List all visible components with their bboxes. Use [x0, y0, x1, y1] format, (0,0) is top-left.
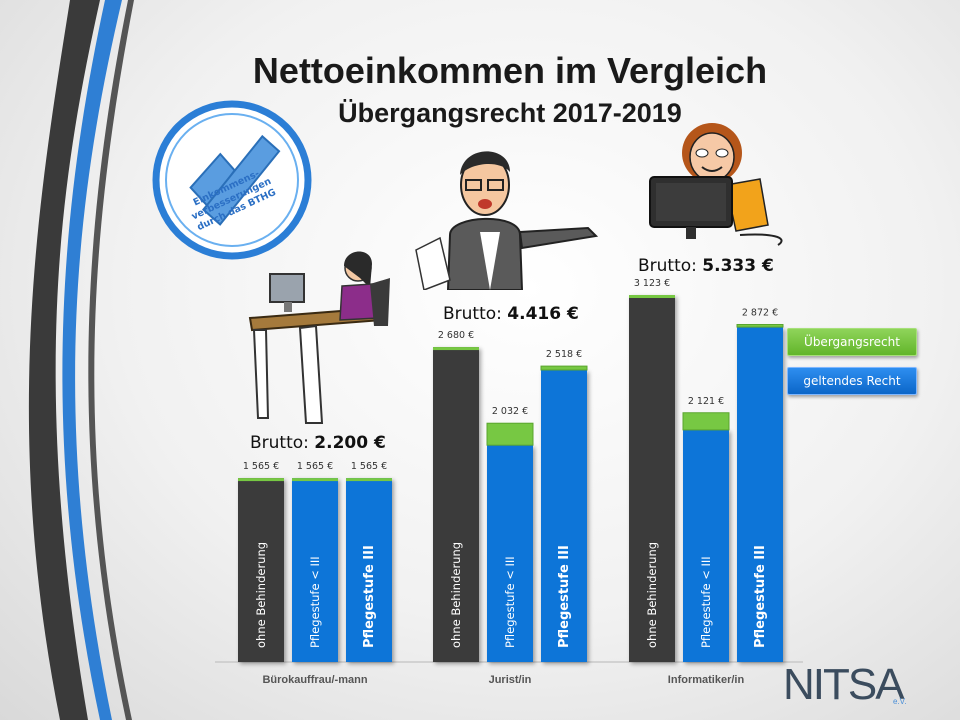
data-label: 2 872 € [742, 307, 778, 318]
decorative-swoosh [28, 0, 134, 720]
data-label: 1 565 € [243, 461, 279, 472]
category-label: Jurist/in [489, 674, 532, 686]
bar-transition-segment [736, 323, 784, 328]
check-badge-icon: Einkommens- verbesserungen durch das BTH… [152, 100, 312, 260]
bar-transition-segment [346, 478, 392, 482]
category-label: Informatiker/in [668, 674, 745, 686]
bar-label: Pflegestufe < III [308, 556, 322, 648]
bar-label: ohne Behinderung [449, 542, 463, 648]
bar-label: Pflegestufe III [557, 545, 572, 648]
bar [292, 478, 338, 662]
lawyer-illustration [415, 151, 599, 290]
office-worker-illustration [248, 251, 390, 424]
bar [541, 369, 587, 662]
bar-label: ohne Behinderung [645, 542, 659, 648]
bar-transition-segment [433, 347, 479, 351]
bar [683, 429, 729, 662]
bar [433, 347, 479, 662]
it-worker-illustration [649, 123, 783, 246]
bar-label: Pflegestufe < III [699, 556, 713, 648]
chart-subtitle: Übergangsrecht 2017-2019 [338, 98, 682, 128]
bar-label: Pflegestufe III [362, 545, 377, 648]
bar-transition-segment [682, 412, 730, 431]
brutto-label-informatiker: Brutto: 5.333 € [638, 256, 774, 276]
bar [346, 478, 392, 662]
data-label: 3 123 € [634, 278, 670, 289]
data-label: 2 518 € [546, 349, 582, 360]
bar-transition-segment [292, 478, 338, 482]
data-label: 1 565 € [351, 461, 387, 472]
bar [238, 478, 284, 662]
bar-label: ohne Behinderung [254, 542, 268, 648]
data-label: 2 121 € [688, 396, 724, 407]
nitsa-logo-suffix: e.V. [893, 697, 907, 706]
brutto-label-buerokauffrau: Brutto: 2.200 € [250, 433, 386, 453]
bar [487, 445, 533, 662]
data-label: 2 032 € [492, 406, 528, 417]
bar-transition-segment [540, 365, 588, 371]
bar [737, 327, 783, 662]
legend-transition: Übergangsrecht [787, 328, 917, 356]
data-label: 2 680 € [438, 330, 474, 341]
bar-transition-segment [629, 295, 675, 298]
data-label: 1 565 € [297, 461, 333, 472]
bar [629, 295, 675, 662]
brutto-label-jurist: Brutto: 4.416 € [443, 304, 579, 324]
nitsa-logo: NITSA [783, 660, 905, 709]
bar-transition-segment [486, 422, 534, 446]
bar-transition-segment [238, 478, 284, 482]
category-label: Bürokauffrau/-mann [262, 674, 367, 686]
chart-title: Nettoeinkommen im Vergleich [252, 50, 768, 91]
legend-current: geltendes Recht [787, 367, 917, 395]
bar-label: Pflegestufe < III [503, 556, 517, 648]
bar-label: Pflegestufe III [753, 545, 768, 648]
